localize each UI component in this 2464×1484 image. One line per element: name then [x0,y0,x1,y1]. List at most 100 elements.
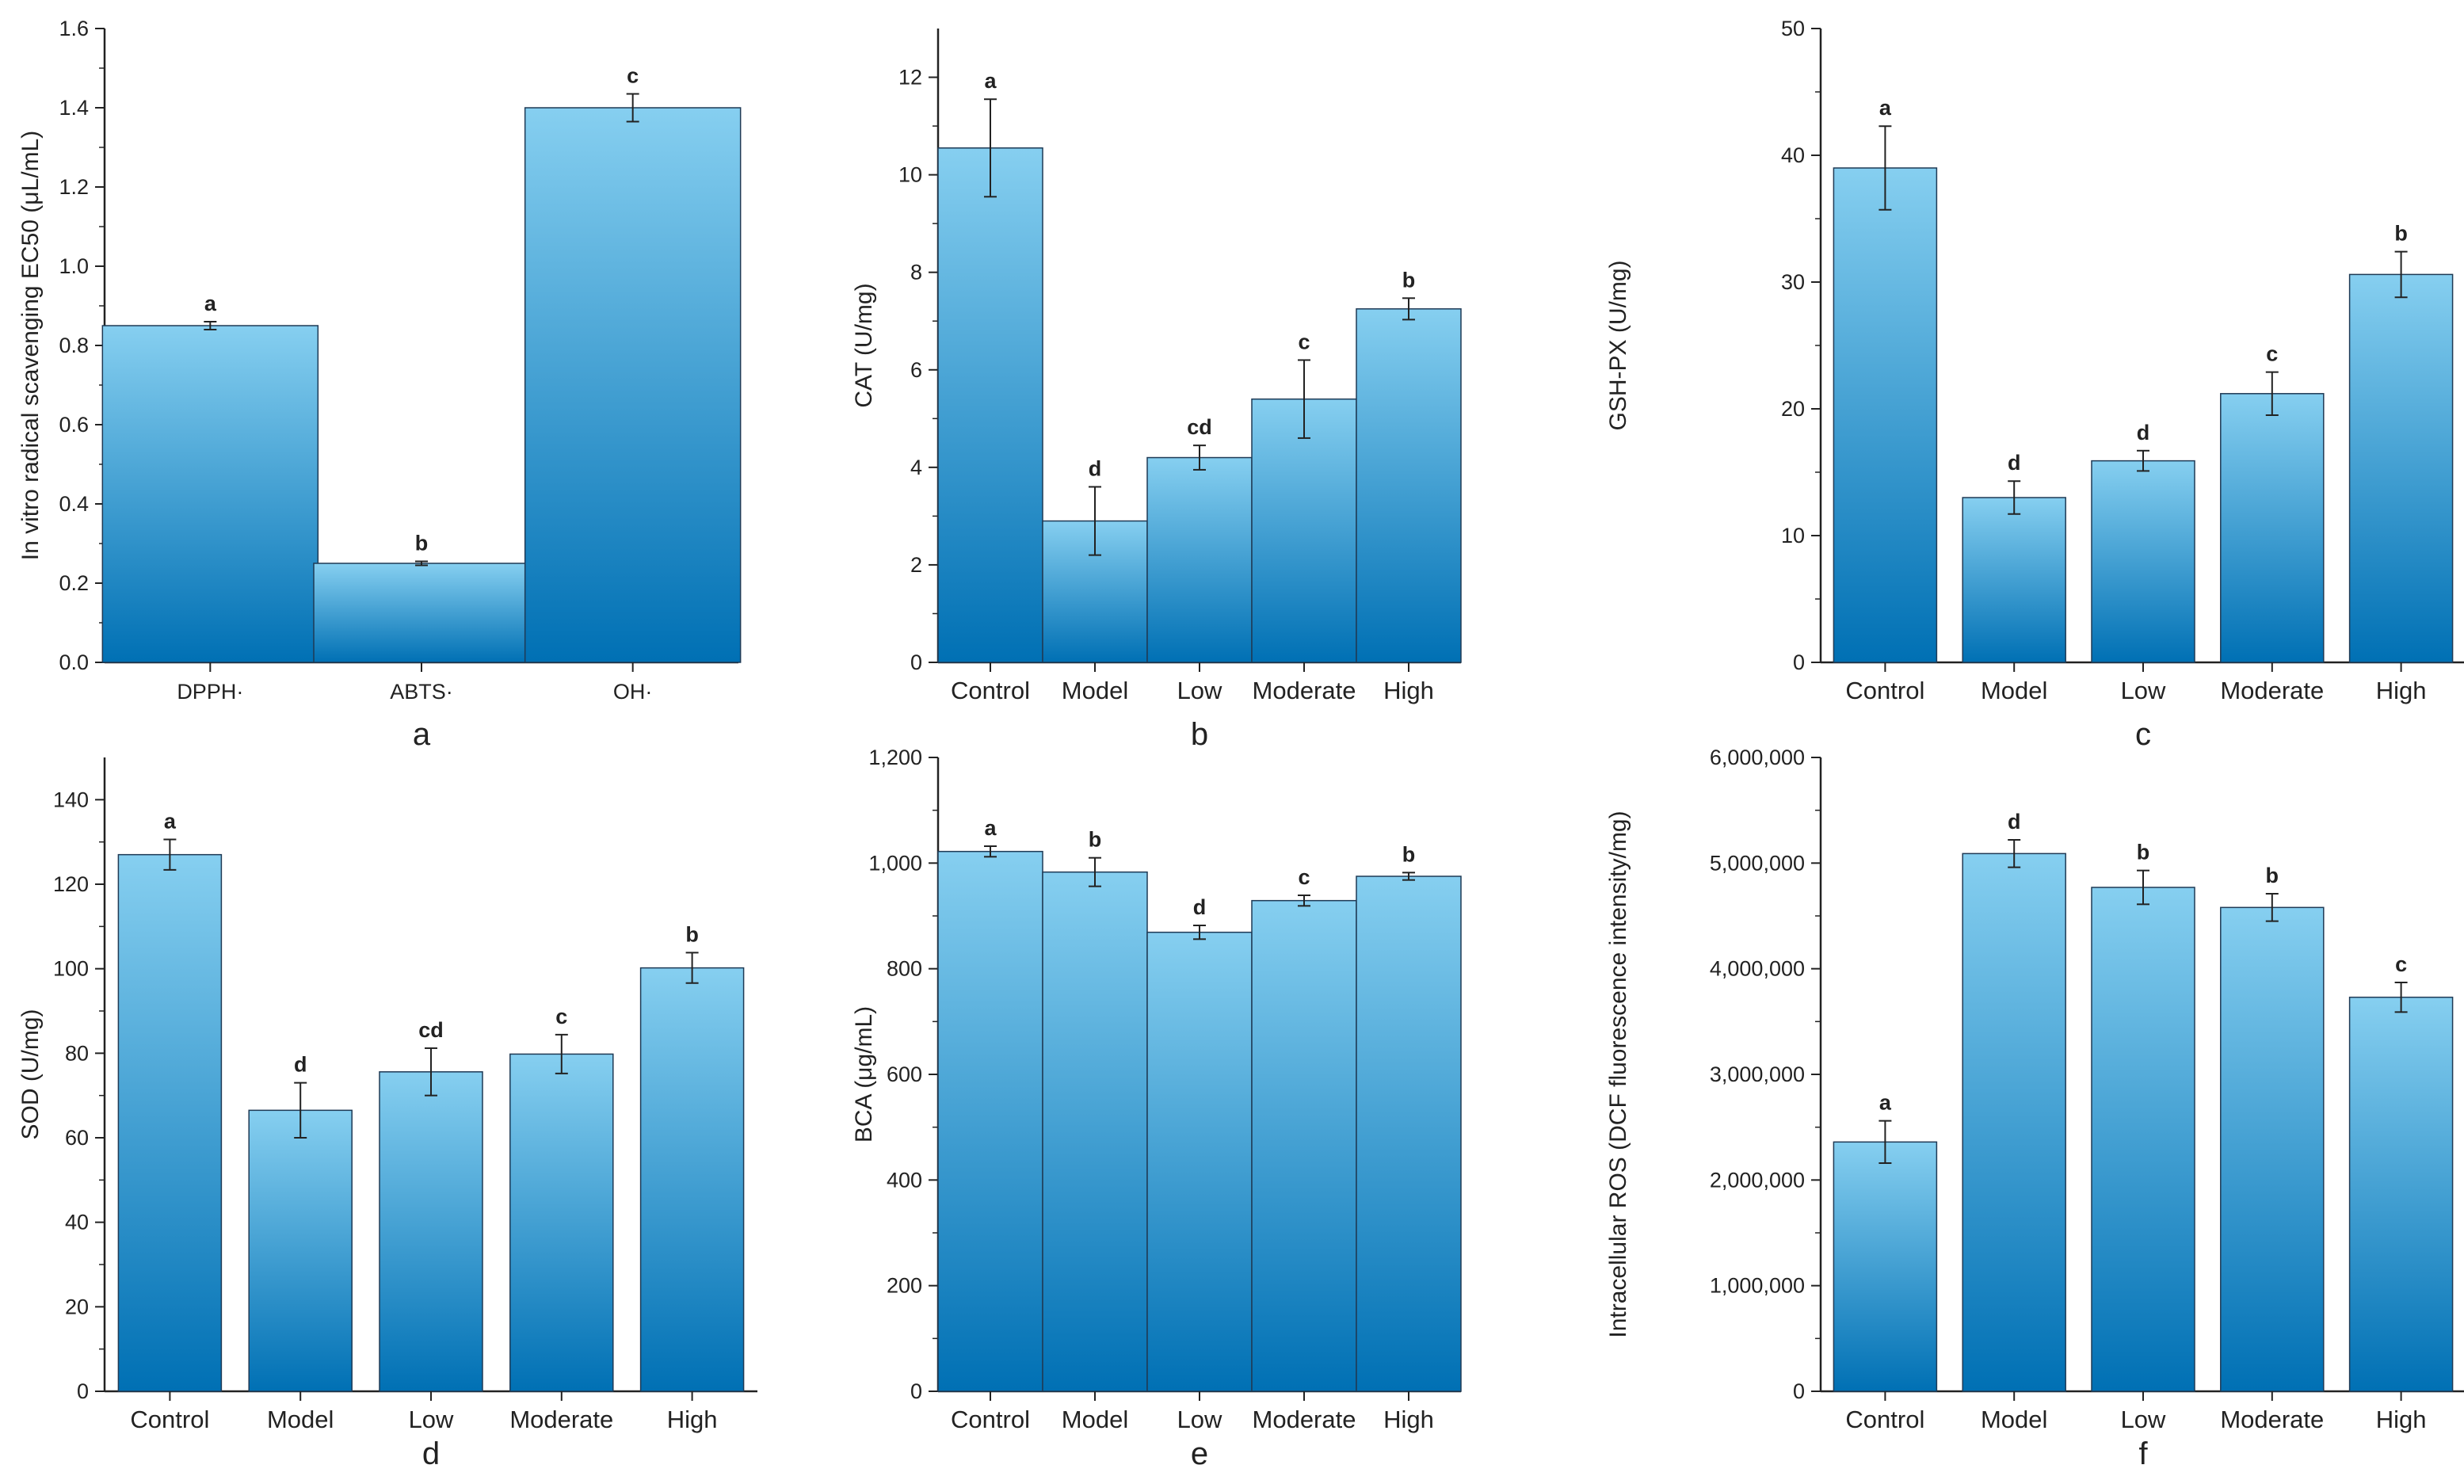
bar [1962,497,2066,663]
y-tick-label: 12 [898,66,922,90]
bar [524,107,742,663]
y-axis-title: SOD (U/mg) [17,1009,44,1140]
x-tick-label: Moderate [2220,1406,2324,1433]
chart-panel-b: 0 2 4 6 8 10 12 CAT (U/mg) a Control d Model cd Low c M… [851,29,1462,752]
significance-label: a [1879,96,1892,120]
chart-panel-e: 0 200 400 600 800 1,000 1,200 BCA (μg/mL) a Contr… [851,746,1462,1471]
y-tick-label: 80 [65,1041,89,1065]
x-tick-label: Model [1981,1406,2047,1433]
x-tick-label: Control [951,1406,1030,1433]
x-tick-label: Low [2121,1406,2166,1433]
bar [1356,308,1462,663]
y-tick-label: 120 [53,872,89,896]
bar [2348,996,2454,1392]
x-tick-label: Model [267,1406,334,1433]
y-tick-label: 1,200 [868,746,922,769]
significance-label: d [1089,456,1102,480]
y-tick-label: 20 [1781,397,1805,421]
significance-label: b [2266,864,2279,887]
bar [2220,393,2325,663]
panel-letter: c [2135,717,2151,752]
significance-label: c [2395,952,2407,976]
y-tick-label: 40 [65,1211,89,1234]
panel-letter: f [2138,1436,2148,1471]
y-axis-title: CAT (U/mg) [851,283,877,407]
y-tick-label: 1.4 [59,96,89,120]
bar [937,850,1043,1392]
y-tick-label: 0 [1793,650,1805,674]
significance-label: c [2266,342,2278,366]
significance-label: a [1879,1091,1892,1115]
panel-letter: e [1191,1436,1208,1471]
y-tick-label: 800 [887,957,922,981]
y-tick-label: 0.6 [59,413,89,437]
y-tick-label: 50 [1781,17,1805,40]
y-tick-label: 3,000,000 [1710,1062,1805,1086]
y-tick-label: 140 [53,788,89,811]
bar [937,147,1043,663]
x-tick-label: High [2376,1406,2427,1433]
y-tick-label: 0.0 [59,650,89,674]
y-tick-label: 1.6 [59,17,89,40]
bar [1833,1141,1938,1392]
y-tick-label: 1.2 [59,175,89,199]
y-tick-label: 0 [1793,1379,1805,1403]
significance-label: b [1402,842,1416,866]
bar [313,563,530,663]
y-tick-label: 0.4 [59,492,89,516]
x-tick-label: DPPH· [177,680,243,704]
x-tick-label: High [1383,1406,1434,1433]
bar [117,853,223,1392]
x-tick-label: Model [1062,1406,1128,1433]
y-tick-label: 200 [887,1274,922,1298]
y-axis-title: GSH-PX (U/mg) [1605,260,1631,430]
y-tick-label: 0 [910,1379,922,1403]
x-tick-label: Low [1177,677,1222,704]
significance-label: d [2008,810,2021,834]
chart-panel-a: 0.0 0.2 0.4 0.6 0.8 1.0 1.2 1.4 1.6 In vitro radi… [17,17,742,752]
y-tick-label: 2 [910,553,922,577]
bar [379,1071,483,1392]
significance-label: cd [418,1018,444,1042]
significance-label: a [204,292,217,315]
bar [2220,906,2325,1392]
x-tick-label: Low [409,1406,454,1433]
x-tick-label: High [2376,677,2427,704]
y-tick-label: 5,000,000 [1710,851,1805,875]
y-tick-label: 1,000 [868,851,922,875]
x-tick-label: Moderate [2220,677,2324,704]
chart-panel-f: 0 1,000,000 2,000,000 3,000,000 4,000,000 5,0… [1605,746,2464,1471]
bar [639,967,745,1392]
bar [2091,460,2195,663]
x-tick-label: Control [1845,677,1924,704]
y-tick-label: 8 [910,261,922,284]
bar [1356,876,1462,1392]
significance-label: b [415,532,429,555]
y-axis-title: Intracellular ROS (DCF fluorescence inte… [1605,811,1631,1337]
x-tick-label: High [667,1406,718,1433]
significance-label: d [1193,895,1207,919]
y-tick-label: 0.2 [59,571,89,595]
significance-label: b [2137,841,2150,864]
x-tick-label: Moderate [509,1406,613,1433]
significance-label: cd [1187,415,1212,439]
bar [1146,456,1253,663]
y-tick-label: 20 [65,1295,89,1318]
significance-label: c [555,1005,567,1028]
y-axis-title: BCA (μg/mL) [851,1006,877,1143]
y-tick-label: 0 [77,1379,89,1403]
panel-letter: d [422,1436,440,1471]
y-tick-label: 6 [910,358,922,382]
y-tick-label: 400 [887,1168,922,1192]
significance-label: a [984,816,997,840]
x-tick-label: Moderate [1253,677,1356,704]
x-tick-label: OH· [613,680,653,704]
y-tick-label: 4 [910,456,922,479]
x-tick-label: Moderate [1253,1406,1356,1433]
y-tick-label: 4,000,000 [1710,957,1805,981]
y-tick-label: 2,000,000 [1710,1168,1805,1192]
y-tick-label: 6,000,000 [1710,746,1805,769]
significance-label: c [1298,330,1310,353]
x-tick-label: Control [951,677,1030,704]
significance-label: c [627,64,639,88]
